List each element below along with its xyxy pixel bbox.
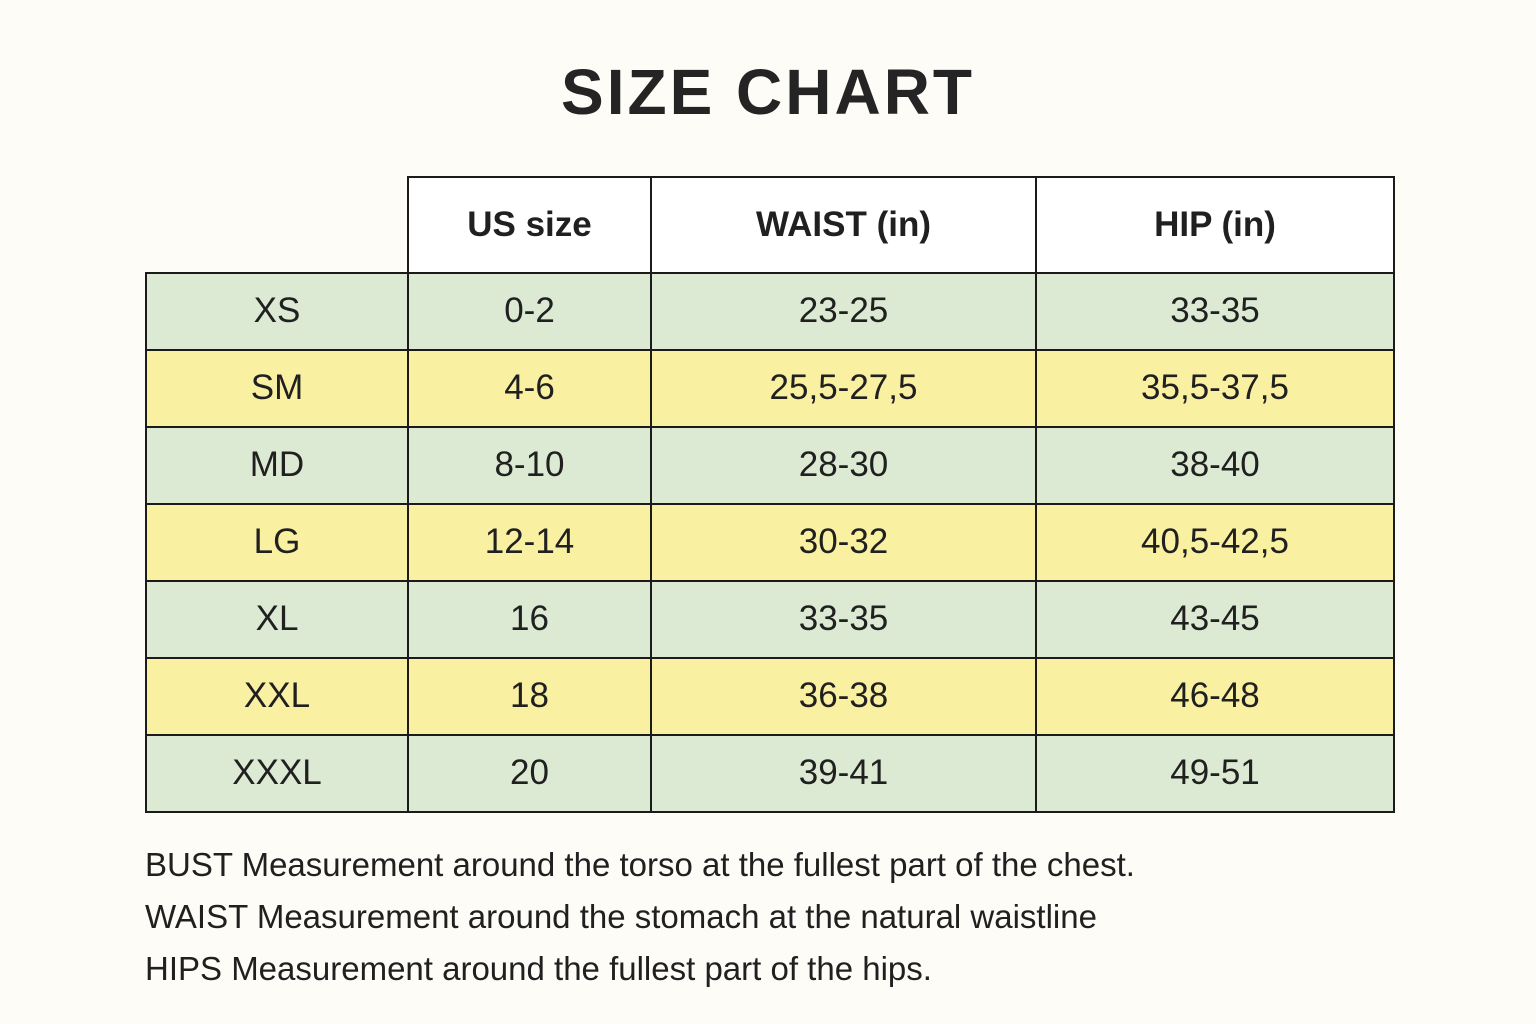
cell-size: MD [145,425,409,505]
cell-size: LG [145,502,409,582]
size-chart-table: US size WAIST (in) HIP (in) XS 0-2 23-25 33… [145,175,1395,813]
table-row: MD 8-10 28-30 38-40 [145,425,1395,505]
cell-size: XXL [145,656,409,736]
cell-size: XS [145,271,409,351]
cell-us-size: 0-2 [407,271,652,351]
cell-waist: 33-35 [650,579,1037,659]
table-row: XXL 18 36-38 46-48 [145,656,1395,736]
cell-us-size: 18 [407,656,652,736]
cell-hip: 40,5-42,5 [1035,502,1395,582]
cell-hip: 35,5-37,5 [1035,348,1395,428]
cell-waist: 36-38 [650,656,1037,736]
cell-waist: 39-41 [650,733,1037,813]
cell-us-size: 12-14 [407,502,652,582]
header-row: US size WAIST (in) HIP (in) [146,175,1395,274]
cell-us-size: 4-6 [407,348,652,428]
header-cell-hip: HIP (in) [1035,175,1395,274]
note-hips: HIPS Measurement around the fullest part… [145,949,932,987]
cell-size: XXXL [145,733,409,813]
cell-size: XL [145,579,409,659]
header-cell-waist: WAIST (in) [650,175,1037,274]
cell-us-size: 20 [407,733,652,813]
cell-hip: 38-40 [1035,425,1395,505]
note-waist: WAIST Measurement around the stomach at … [145,897,1097,935]
table-row: XL 16 33-35 43-45 [145,579,1395,659]
cell-waist: 28-30 [650,425,1037,505]
cell-waist: 23-25 [650,271,1037,351]
cell-waist: 25,5-27,5 [650,348,1037,428]
table-row: LG 12-14 30-32 40,5-42,5 [145,502,1395,582]
cell-waist: 30-32 [650,502,1037,582]
table-body: XS 0-2 23-25 33-35 SM 4-6 25,5-27,5 35,5-37,5 MD… [145,271,1395,813]
table-row: XS 0-2 23-25 33-35 [145,271,1395,351]
table-row: SM 4-6 25,5-27,5 35,5-37,5 [145,348,1395,428]
cell-us-size: 8-10 [407,425,652,505]
header-cell-us-size: US size [407,175,652,274]
page-title: SIZE CHART [561,56,975,128]
cell-hip: 49-51 [1035,733,1395,813]
note-bust: BUST Measurement around the torso at the… [145,845,1135,883]
measurement-notes: BUST Measurement around the torso at the… [145,839,1536,995]
cell-size: SM [145,348,409,428]
cell-us-size: 16 [407,579,652,659]
cell-hip: 33-35 [1035,271,1395,351]
cell-hip: 43-45 [1035,579,1395,659]
table-row: XXXL 20 39-41 49-51 [145,733,1395,813]
header-cell-blank [146,177,408,273]
cell-hip: 46-48 [1035,656,1395,736]
